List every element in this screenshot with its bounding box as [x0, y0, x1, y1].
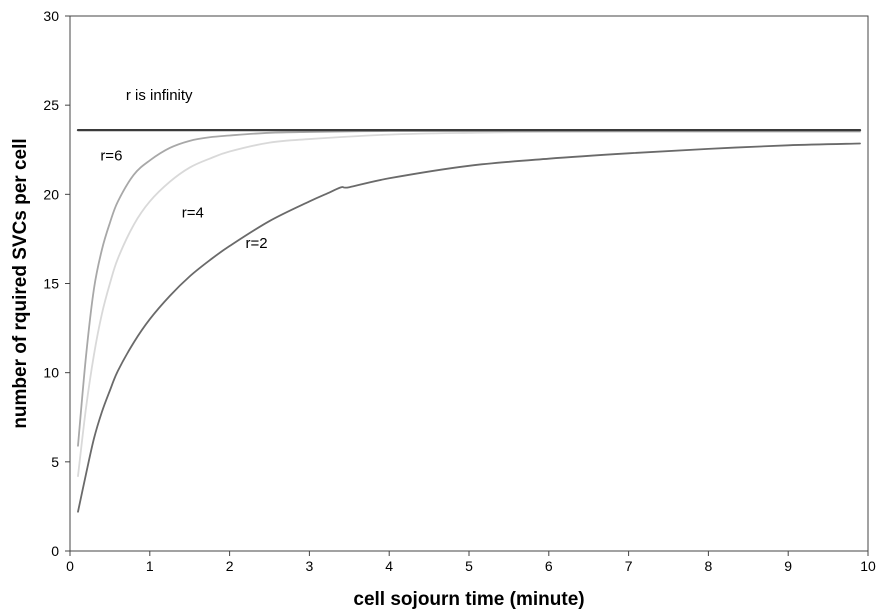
- x-tick-label: 9: [784, 558, 792, 574]
- y-tick-label: 0: [51, 543, 59, 559]
- y-tick-label: 20: [43, 186, 59, 202]
- series-lines: [76, 129, 862, 513]
- x-tick-label: 5: [465, 558, 473, 574]
- x-tick-label: 1: [146, 558, 154, 574]
- x-tick-label: 6: [545, 558, 553, 574]
- series-line-r-6: [77, 130, 861, 447]
- x-axis-title: cell sojourn time (minute): [353, 589, 584, 610]
- x-tick-label: 4: [385, 558, 393, 574]
- series-label: r is infinity: [126, 87, 193, 104]
- series-label: r=2: [246, 235, 268, 252]
- y-tick-label: 15: [43, 276, 59, 292]
- y-tick-label: 25: [43, 97, 59, 113]
- x-tick-label: 8: [705, 558, 713, 574]
- x-tick-label: 0: [66, 558, 74, 574]
- y-tick-label: 10: [43, 365, 59, 381]
- x-tick-label: 7: [625, 558, 633, 574]
- axis-ticks: 0 1 2 3 4 5 6 7 8 9 10 0 5 10 15 20 25 30: [43, 8, 876, 574]
- x-tick-label: 3: [306, 558, 314, 574]
- y-tick-label: 5: [51, 454, 59, 470]
- series-line-r-4: [77, 130, 861, 477]
- x-tick-label: 10: [860, 558, 876, 574]
- series-label: r=6: [100, 147, 122, 164]
- series-annotations: r is infinity r=6 r=4 r=2: [100, 87, 267, 252]
- y-axis-title: number of rquired SVCs per cell: [10, 138, 31, 428]
- x-tick-label: 2: [226, 558, 234, 574]
- series-line-r-2: [77, 142, 861, 513]
- y-tick-label: 30: [43, 8, 59, 24]
- series-label: r=4: [182, 205, 204, 222]
